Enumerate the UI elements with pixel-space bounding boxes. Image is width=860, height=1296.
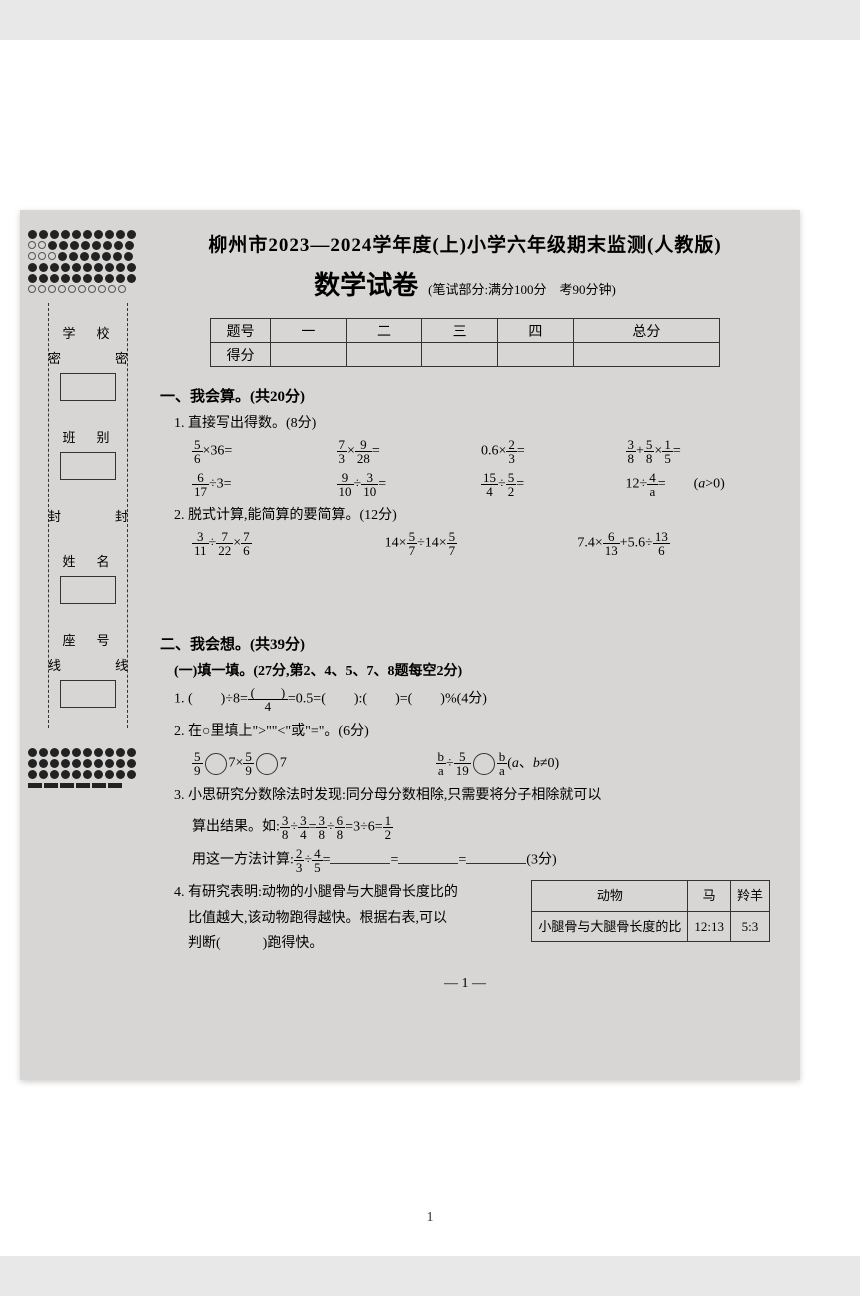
seat-field: 座 号 线 线 [48, 630, 128, 708]
calc-row-2: 617÷3= 910÷310= 154÷52= 12÷4a= (a>0) [192, 471, 770, 498]
seat-label: 座 号 [62, 630, 113, 649]
mi-char: 密 [48, 348, 61, 367]
p10: 14×57÷14×57 [385, 530, 578, 557]
class-input-box[interactable] [60, 452, 116, 480]
score-header-row: 题号 一 二 三 四 总分 [211, 319, 720, 343]
class-field: 班 别 [60, 427, 116, 480]
feng-char: 封 [48, 506, 61, 525]
score-value-row: 得分 [211, 343, 720, 367]
section2-title: 二、我会想。(共39分) [160, 633, 770, 654]
q4: 动物 马 羚羊 小腿骨与大腿骨长度的比 12:13 5:3 4. 有研究表明:动… [174, 880, 770, 956]
mi-char-r: 密 [115, 348, 128, 367]
doc-footer-page: 1 [0, 1210, 860, 1226]
col-label: 题号 [211, 319, 271, 343]
at-r3: 5:3 [730, 911, 769, 941]
p8: 12÷4a= (a>0) [626, 471, 771, 498]
school-label: 学 校 [62, 323, 113, 342]
score-3[interactable] [422, 343, 498, 367]
student-info-column: 学 校 密密 班 别 封封 姓 名 座 号 线线 [48, 303, 128, 728]
col-4: 四 [498, 319, 574, 343]
p5: 617÷3= [192, 471, 337, 498]
q4-l3: 判断( )跑得快。 [188, 936, 323, 951]
omr-marker-bottom [28, 748, 138, 779]
exam-sheet: 学 校 密密 班 别 封封 姓 名 座 号 线线 [20, 210, 800, 1012]
answer-sheet-margin: 学 校 密密 班 别 封封 姓 名 座 号 线线 [28, 230, 148, 790]
p6: 910÷310= [337, 471, 482, 498]
xian-char: 线 [48, 655, 61, 674]
class-label: 班 别 [62, 427, 113, 446]
p11: 7.4×613+5.6÷136 [577, 530, 770, 557]
document-page: 学 校 密密 班 别 封封 姓 名 座 号 线线 [0, 40, 860, 1256]
q3-points: (3分) [526, 853, 556, 868]
q2: 2. 在○里填上">""<"或"="。(6分) [174, 719, 770, 744]
omr-bars [28, 783, 148, 788]
answer-blank-2[interactable] [398, 850, 458, 864]
score-2[interactable] [346, 343, 422, 367]
at-h3: 羚羊 [730, 881, 769, 911]
q3-l2: 算出结果。如:38÷34=38÷68=3÷6=12 [192, 814, 770, 841]
animal-table: 动物 马 羚羊 小腿骨与大腿骨长度的比 12:13 5:3 [531, 880, 770, 942]
at-r1: 小腿骨与大腿骨长度的比 [532, 911, 688, 941]
q3-l3: 用这一方法计算:23÷45===(3分) [192, 847, 770, 874]
page-number: — 1 — [160, 976, 770, 992]
section2-sub1: (一)填一填。(27分,第2、4、5、7、8题每空2分) [174, 660, 770, 680]
score-row-label: 得分 [211, 343, 271, 367]
q4-l1: 4. 有研究表明:动物的小腿骨与大腿骨长度比的 [174, 885, 458, 900]
school-field: 学 校 密 密 [48, 323, 128, 401]
exam-subject: 数学试卷 [314, 265, 418, 302]
name-label: 姓 名 [62, 551, 113, 570]
section1-title: 一、我会算。(共20分) [160, 385, 770, 406]
compare-blank-3[interactable] [473, 753, 495, 775]
feng-char-r: 封 [115, 506, 128, 525]
work-space [160, 563, 770, 623]
calc-row-1: 56×36= 73×928= 0.6×23= 38+58×15= [192, 438, 770, 465]
section1-sub1: 1. 直接写出得数。(8分) [174, 412, 770, 432]
p2: 73×928= [337, 438, 482, 465]
p3: 0.6×23= [481, 438, 626, 465]
seal-line-1: 封封 [48, 506, 128, 525]
omr-marker-top [28, 230, 138, 293]
p9: 311÷722×76 [192, 530, 385, 557]
score-table: 题号 一 二 三 四 总分 得分 [210, 318, 720, 367]
p1: 56×36= [192, 438, 337, 465]
answer-blank-1[interactable] [330, 850, 390, 864]
school-input-box[interactable] [60, 373, 116, 401]
exam-title-region: 柳州市2023—2024学年度(上)小学六年级期末监测(人教版) [160, 230, 770, 257]
score-total[interactable] [573, 343, 719, 367]
col-total: 总分 [573, 319, 719, 343]
name-input-box[interactable] [60, 576, 116, 604]
seat-input-box[interactable] [60, 680, 116, 708]
answer-blank-3[interactable] [466, 850, 526, 864]
q4-l2: 比值越大,该动物跑得越快。根据右表,可以 [188, 911, 447, 926]
q3-l1: 3. 小思研究分数除法时发现:同分母分数相除,只需要将分子相除就可以 [174, 783, 770, 808]
col-2: 二 [346, 319, 422, 343]
compare-blank-1[interactable] [205, 753, 227, 775]
at-h2: 马 [688, 881, 731, 911]
p4: 38+58×15= [626, 438, 771, 465]
calc-row-3: 311÷722×76 14×57÷14×57 7.4×613+5.6÷136 [192, 530, 770, 557]
at-r2: 12:13 [688, 911, 731, 941]
name-field: 姓 名 [60, 551, 116, 604]
q2-row: 597×597 ba÷519ba(a、b≠0) [192, 750, 770, 777]
col-3: 三 [422, 319, 498, 343]
exam-title-wrap: 数学试卷 (笔试部分:满分100分 考90分钟) [160, 265, 770, 302]
section1-sub2: 2. 脱式计算,能简算的要简算。(12分) [174, 504, 770, 524]
exam-info: (笔试部分:满分100分 考90分钟) [428, 279, 616, 298]
compare-blank-2[interactable] [256, 753, 278, 775]
p7: 154÷52= [481, 471, 626, 498]
score-1[interactable] [271, 343, 347, 367]
xian-char-r: 线 [115, 655, 128, 674]
col-1: 一 [271, 319, 347, 343]
score-4[interactable] [498, 343, 574, 367]
at-h1: 动物 [532, 881, 688, 911]
q1: 1. ( )÷8=( )4=0.5=( ):( )=( )%(4分) [174, 686, 770, 713]
